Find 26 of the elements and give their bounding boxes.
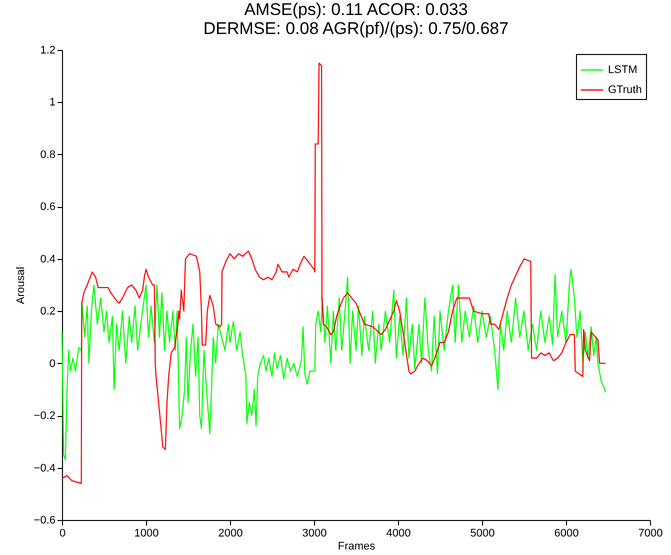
x-tick-label: 2000: [218, 528, 243, 540]
y-tick-label: 0: [49, 358, 56, 370]
y-tick-label: −0.2: [34, 410, 56, 422]
y-tick-label: 1.2: [40, 44, 56, 56]
y-tick-label: 0.4: [40, 253, 56, 266]
x-tick-label: 0: [59, 528, 66, 540]
legend-label: GTruth: [608, 84, 642, 96]
x-tick-label: 7000: [638, 528, 663, 540]
x-tick-label: 6000: [554, 528, 579, 540]
chart-title: AMSE(ps): 0.11 ACOR: 0.033: [244, 0, 468, 19]
y-tick-label: 0.2: [40, 306, 56, 318]
y-tick-label: 1: [49, 96, 56, 109]
line-series: [61, 62, 606, 484]
y-tick-label: 0.8: [40, 148, 56, 161]
x-tick-label: 4000: [386, 528, 411, 540]
y-tick-label: −0.4: [34, 462, 56, 474]
y-tick-label: −0.6: [34, 514, 56, 526]
x-tick-label: 5000: [470, 528, 495, 540]
x-axis-title: Frames: [338, 540, 376, 552]
x-tick-label: 3000: [302, 528, 327, 540]
x-tick-label: 1000: [134, 528, 159, 540]
line-series: [61, 268, 606, 460]
y-tick-label: 0.6: [40, 201, 56, 214]
legend-label: LSTM: [608, 64, 638, 76]
y-axis-title: Arousal: [14, 266, 27, 304]
chart-subtitle: DERMSE: 0.08 AGR(pf)/(ps): 0.75/0.687: [203, 19, 509, 38]
